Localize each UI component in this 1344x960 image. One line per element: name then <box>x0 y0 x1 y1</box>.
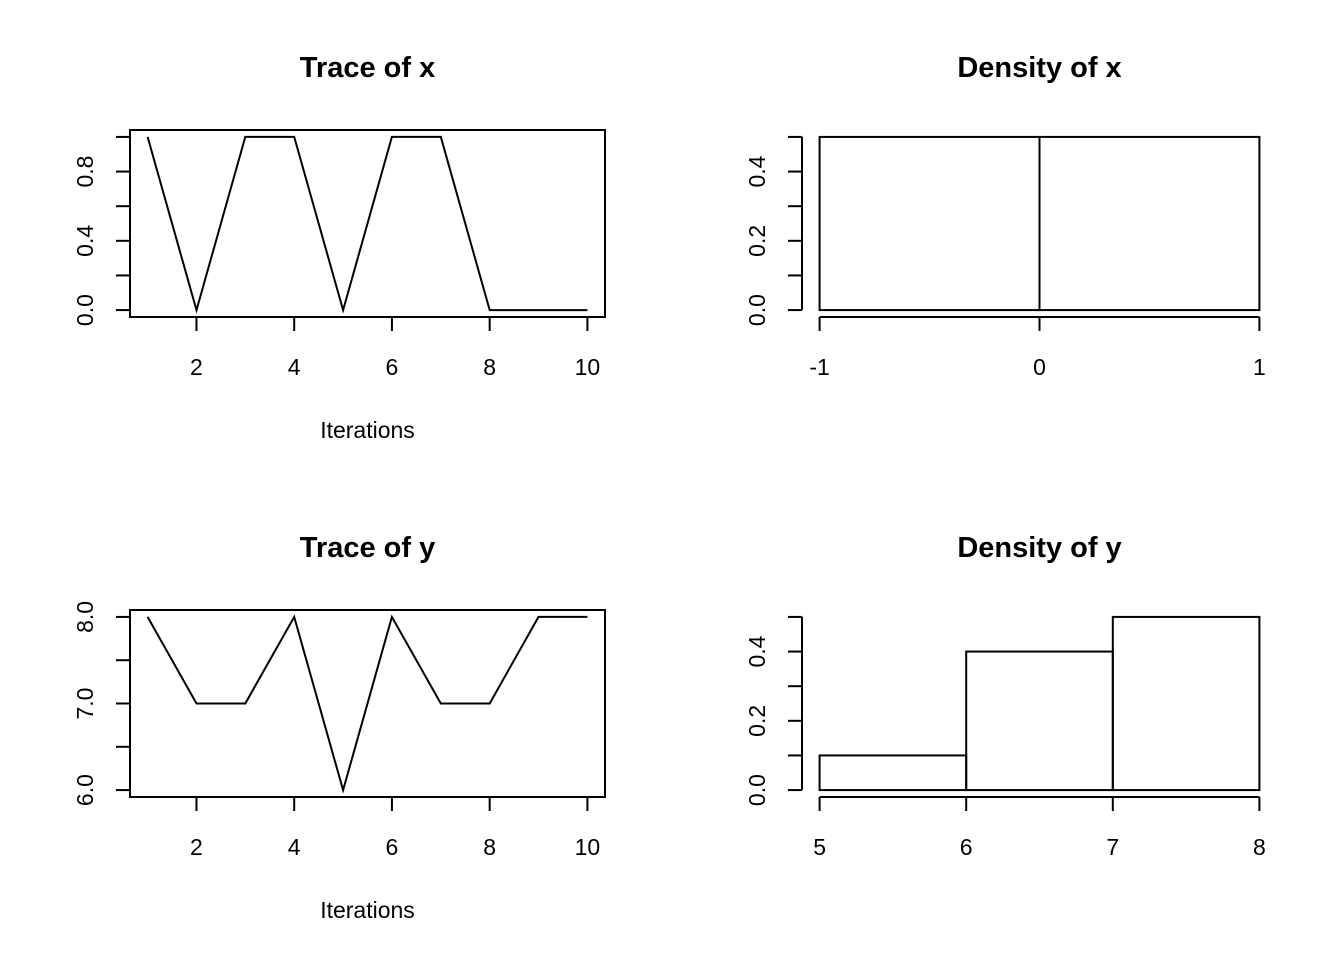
x-tick-label: 1 <box>1253 354 1266 380</box>
x-tick-label: 8 <box>483 834 496 860</box>
histogram-bar <box>1111 615 1261 792</box>
chart-title: Trace of x <box>300 52 435 84</box>
x-tick-label: 6 <box>960 834 973 860</box>
chart-panel-2: Density of x 0.0 0.2 0.4 -1 0 1 <box>744 52 1266 380</box>
x-tick-label: 8 <box>483 354 496 380</box>
x-axis-label: Iterations <box>320 897 415 923</box>
y-tick-label: 8.0 <box>72 601 98 633</box>
x-tick-label: 4 <box>288 354 301 380</box>
chart-title: Density of x <box>957 52 1121 84</box>
x-tick-label: -1 <box>809 354 829 380</box>
x-tick-label: 10 <box>575 834 601 860</box>
x-tick-label: 4 <box>288 834 301 860</box>
y-tick-label: 0.0 <box>744 774 770 806</box>
x-tick-label: 0 <box>1033 354 1046 380</box>
histogram-bar <box>965 650 1114 792</box>
chart-panel-1: Trace of x 0.0 0.4 0.8 2 4 6 8 10 Iterations <box>72 52 606 443</box>
y-tick-label: 0.0 <box>72 294 98 326</box>
histogram-bar <box>818 754 968 792</box>
y-tick-label: 0.2 <box>744 705 770 737</box>
trace-line-series-1 <box>146 614 588 794</box>
y-tick-label: 7.0 <box>72 688 98 720</box>
y-tick-label: 0.2 <box>744 225 770 257</box>
y-tick-label: 0.8 <box>72 156 98 188</box>
x-tick-label: 8 <box>1253 834 1266 860</box>
histogram-bar <box>1038 135 1261 312</box>
chart-panel-3: Trace of y 6.0 7.0 8.0 2 4 6 8 10 Iterations <box>72 532 606 923</box>
x-tick-label: 7 <box>1106 834 1119 860</box>
chart-title: Trace of y <box>300 532 435 564</box>
x-tick-label: 6 <box>386 354 399 380</box>
y-tick-label: 0.4 <box>72 225 98 257</box>
y-tick-label: 0.4 <box>744 635 770 667</box>
trace-line-series-1 <box>146 135 588 314</box>
x-tick-label: 2 <box>190 834 203 860</box>
x-tick-label: 2 <box>190 354 203 380</box>
x-tick-label: 6 <box>386 834 399 860</box>
chart-panel-4: Density of y 0.0 0.2 0.4 5 6 7 8 <box>744 532 1266 860</box>
chart-title: Density of y <box>957 532 1121 564</box>
y-tick-label: 6.0 <box>72 774 98 806</box>
y-tick-label: 0.0 <box>744 294 770 326</box>
histogram-bar <box>818 135 1041 312</box>
x-tick-label: 5 <box>813 834 826 860</box>
x-tick-label: 10 <box>575 354 601 380</box>
y-tick-label: 0.4 <box>744 155 770 187</box>
x-axis-label: Iterations <box>320 417 415 443</box>
